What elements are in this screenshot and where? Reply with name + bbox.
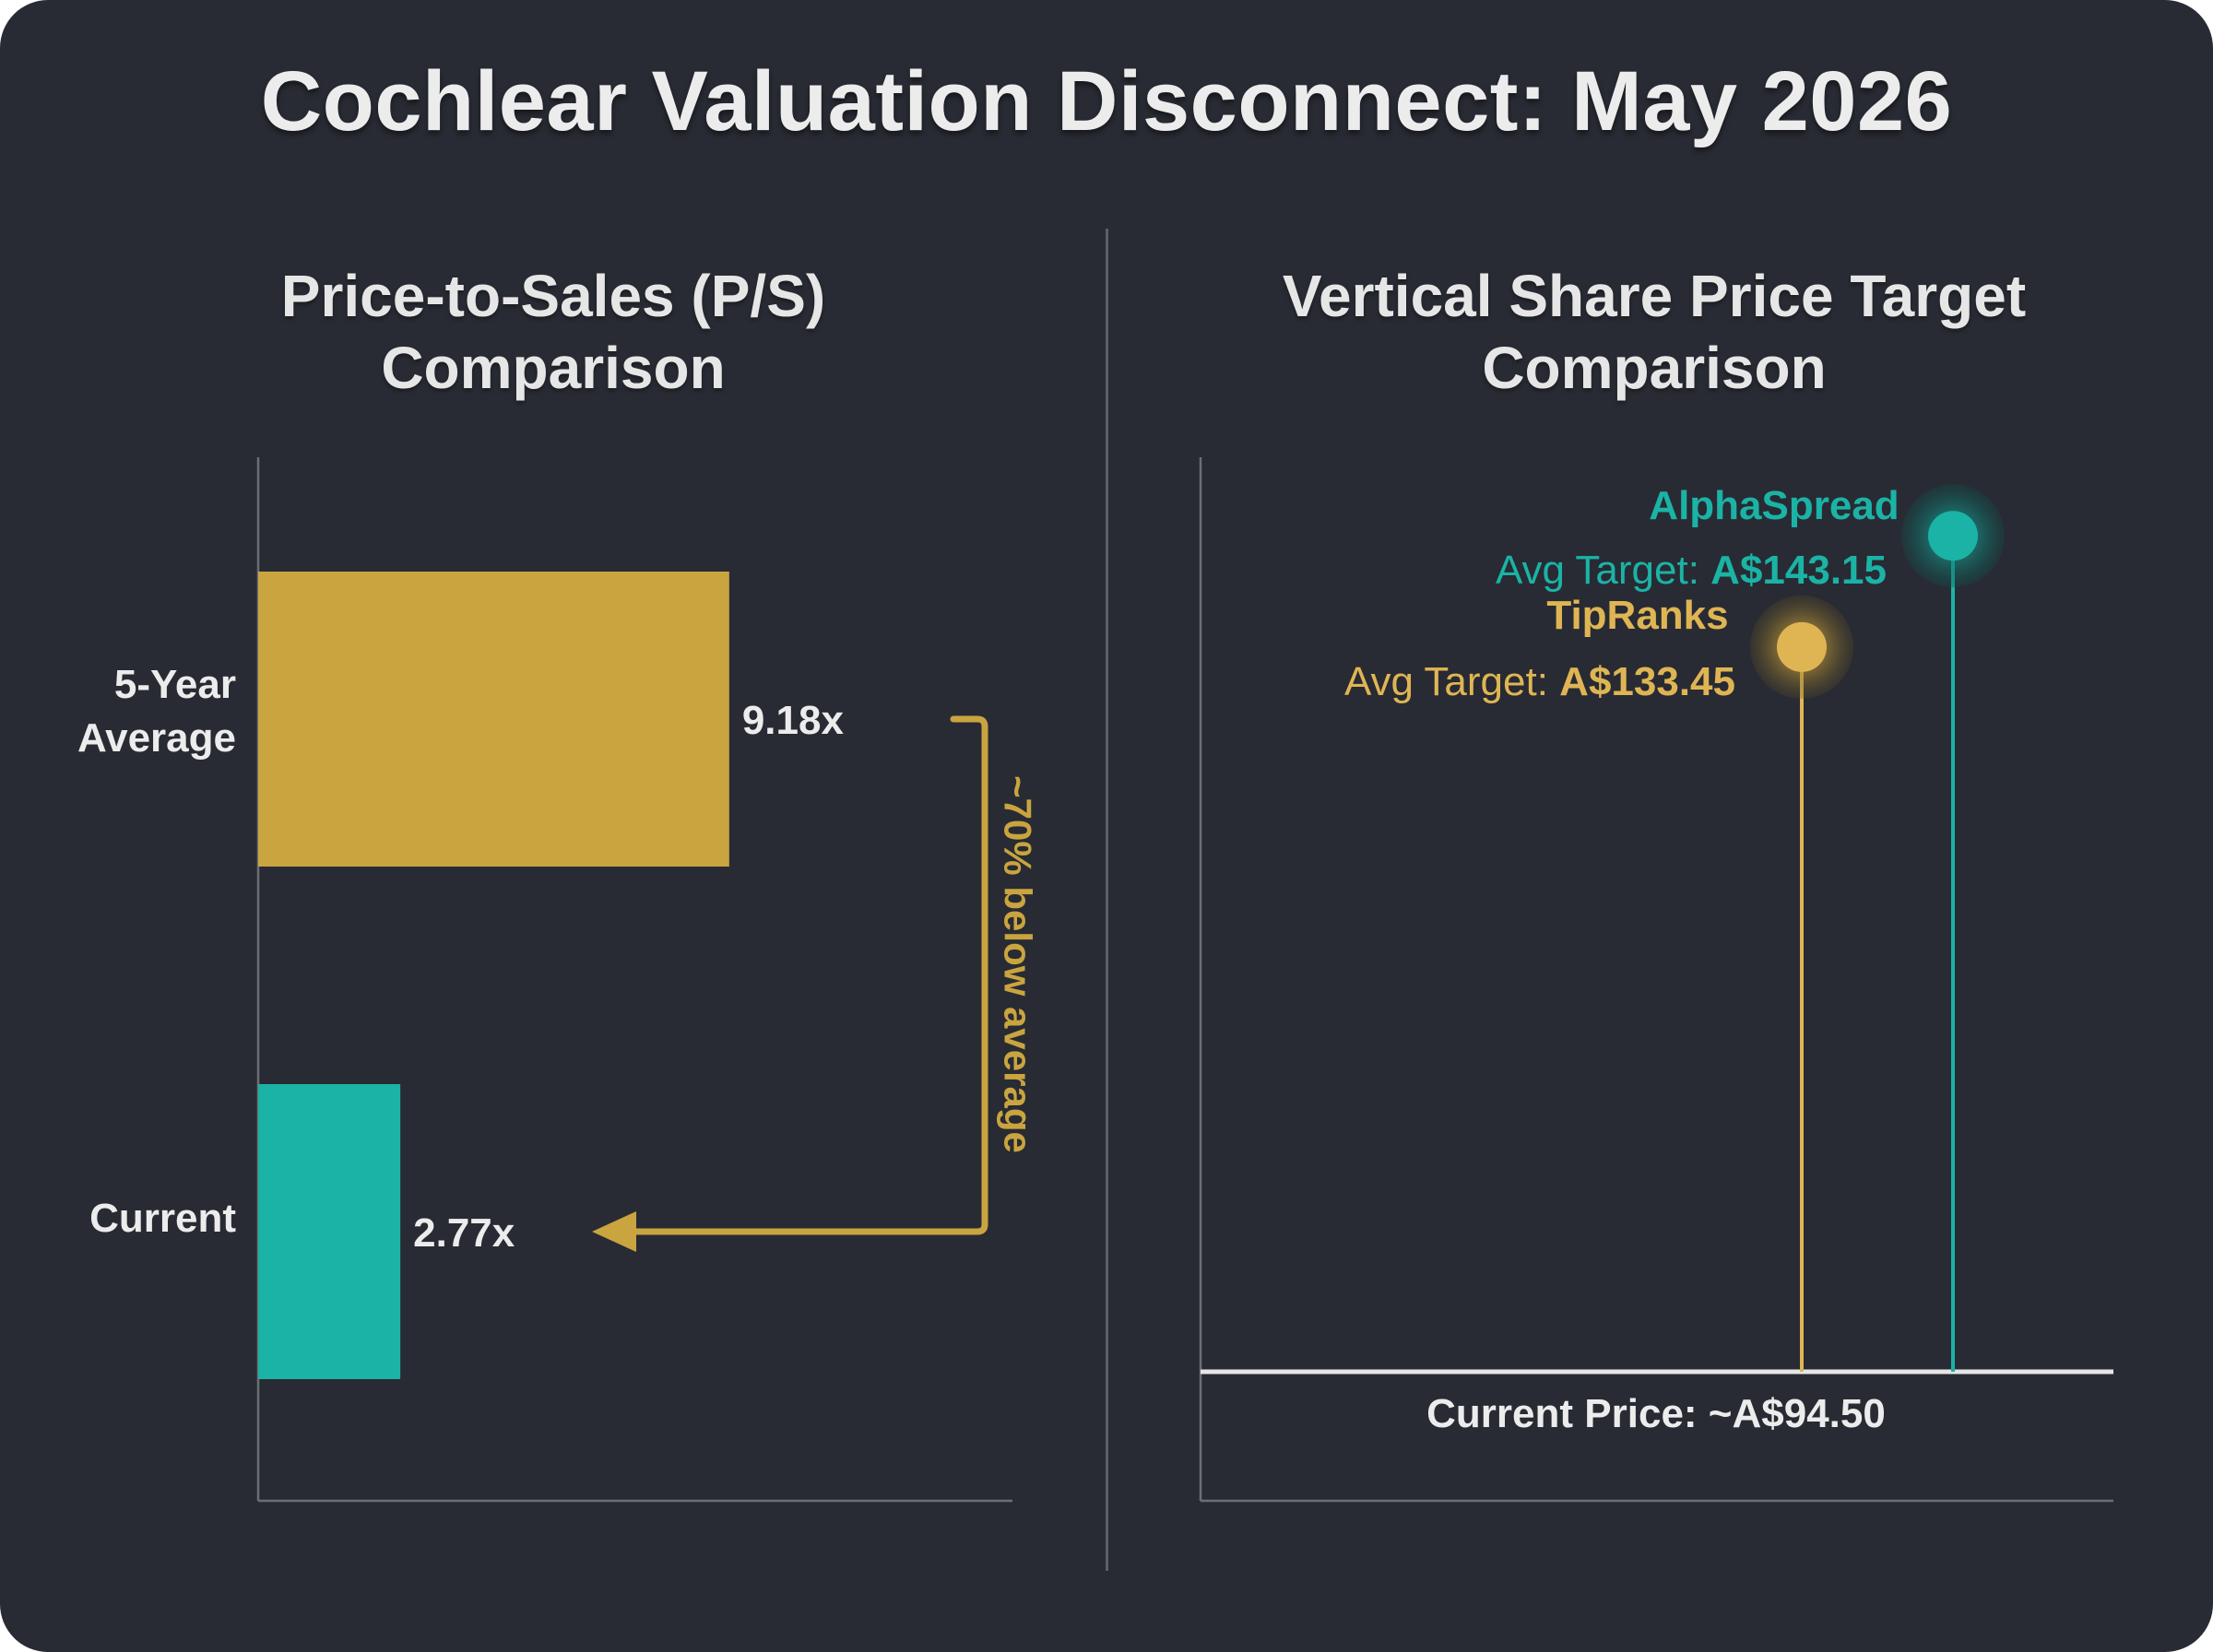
ps-annotation-bracket — [625, 715, 988, 1235]
target-value-prefix: Avg Target: — [1344, 659, 1559, 704]
ps-chart-title-line-1: Price-to-Sales (P/S) — [280, 263, 826, 329]
target-source-label: AlphaSpread — [1649, 483, 1899, 528]
panel-divider — [1106, 229, 1108, 1571]
ps-bar — [258, 1084, 401, 1379]
target-marker — [1928, 511, 1978, 561]
main-title: Cochlear Valuation Disconnect: May 2026 — [260, 54, 1953, 148]
ps-bar — [258, 572, 729, 867]
target-value-label: A$143.15 — [1710, 548, 1887, 593]
target-value-label: A$133.45 — [1559, 659, 1735, 704]
ps-category-label: 5-Year Average — [77, 662, 236, 761]
ps-category-label-line: Average — [77, 715, 236, 761]
target-marker — [1777, 621, 1827, 672]
target-value-prefix: Avg Target: — [1496, 548, 1710, 593]
target-source-label: TipRanks — [1546, 593, 1728, 638]
ps-chart-title-line-2: Comparison — [381, 335, 726, 401]
ps-category-label-line: Current — [89, 1196, 236, 1241]
target-value-line: Avg Target: A$143.15 — [1496, 548, 1887, 593]
target-value-line: Avg Target: A$133.45 — [1344, 659, 1735, 704]
ps-value-label: 9.18x — [742, 698, 845, 743]
ps-chart: 5-Year Average 9.18x Current 2.77x ~70% below… — [77, 457, 1040, 1503]
ps-annotation-label: ~70% below average — [997, 775, 1040, 1153]
target-chart-title-line-1: Vertical Share Price Target — [1282, 263, 2027, 329]
ps-chart-title: Price-to-Sales (P/S) Comparison — [92, 260, 1014, 404]
target-chart-title: Vertical Share Price Target Comparison — [1193, 260, 2115, 404]
ps-annotation-arrowhead — [592, 1211, 636, 1252]
ps-category-label: Current — [89, 1196, 236, 1241]
current-price-label: Current Price: ~A$94.50 — [1426, 1391, 1886, 1436]
target-chart-title-line-2: Comparison — [1482, 335, 1827, 401]
ps-value-label: 2.77x — [413, 1210, 515, 1256]
ps-category-label-line: 5-Year — [114, 662, 236, 707]
